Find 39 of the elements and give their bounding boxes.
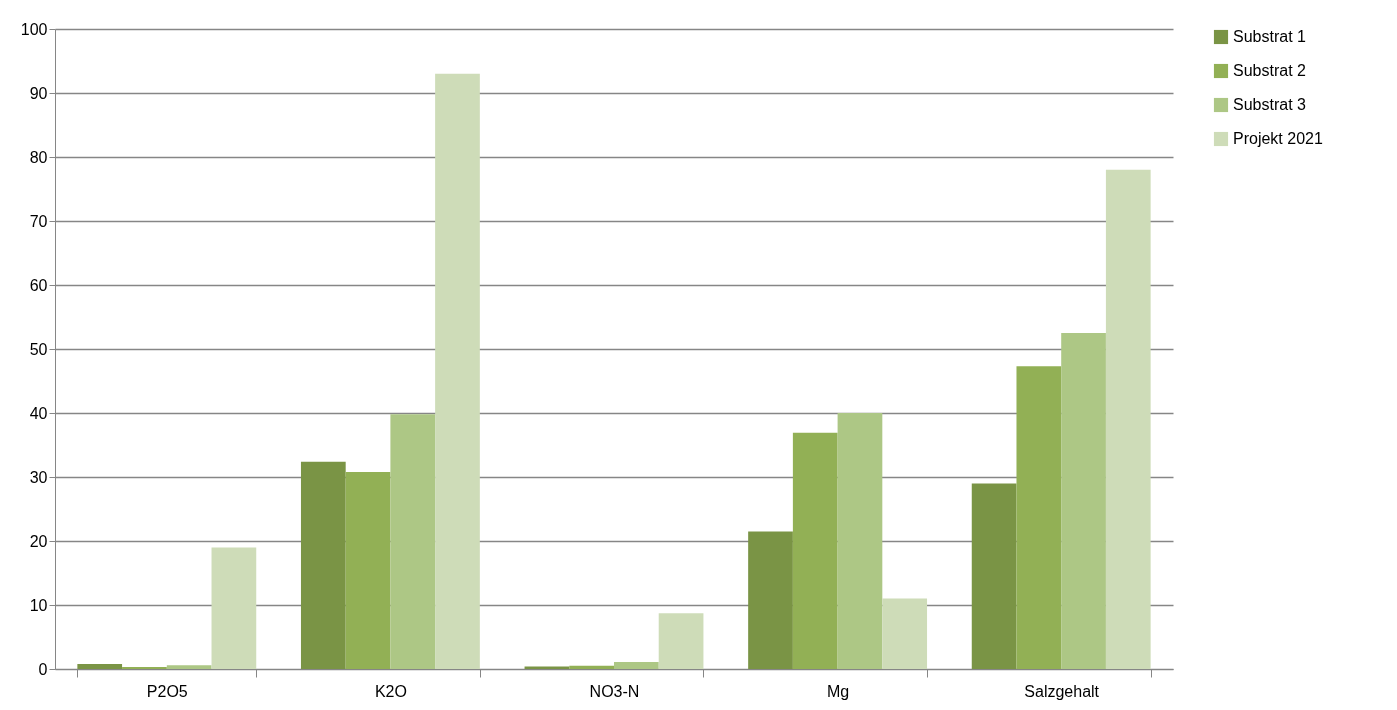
- y-tick-label: 70: [29, 212, 48, 230]
- bar: [77, 663, 123, 669]
- bar: [971, 483, 1017, 669]
- y-tick-label: 20: [29, 532, 48, 550]
- legend-label: Substrat 2: [1233, 62, 1307, 79]
- x-tick-label: Mg: [826, 682, 850, 700]
- y-tick-label: 0: [38, 660, 48, 678]
- bar: [390, 414, 436, 669]
- bar: [1016, 366, 1062, 669]
- bar: [748, 531, 793, 669]
- bar: [837, 413, 883, 669]
- bar: [658, 613, 704, 669]
- y-tick-label: 10: [29, 596, 48, 614]
- bar: [211, 547, 257, 669]
- bar: [569, 665, 614, 669]
- y-tick-label: 100: [20, 20, 48, 38]
- bar: [1061, 333, 1106, 669]
- bar: [345, 471, 391, 669]
- y-tick-label: 80: [29, 148, 48, 166]
- x-tick-label: K2O: [374, 682, 407, 700]
- y-tick-label: 40: [29, 404, 48, 422]
- bar: [435, 73, 480, 669]
- x-tick-label: NO3-N: [589, 682, 640, 700]
- x-tick-label: P2O5: [146, 682, 188, 700]
- bar: [882, 598, 928, 669]
- x-tick-label: Salzgehalt: [1024, 682, 1100, 700]
- bar: [614, 661, 659, 669]
- legend-label: Substrat 1: [1233, 28, 1307, 45]
- y-tick-label: 60: [29, 276, 48, 294]
- bar: [792, 432, 838, 669]
- bar: [1105, 169, 1151, 669]
- legend-label: Projekt 2021: [1233, 130, 1323, 147]
- bar: [300, 461, 346, 669]
- y-tick-label: 30: [29, 468, 48, 486]
- legend-label: Substrat 3: [1233, 96, 1307, 113]
- bar: [524, 666, 570, 669]
- y-tick-label: 50: [29, 340, 48, 358]
- y-tick-label: 90: [29, 84, 48, 102]
- bar: [166, 665, 212, 669]
